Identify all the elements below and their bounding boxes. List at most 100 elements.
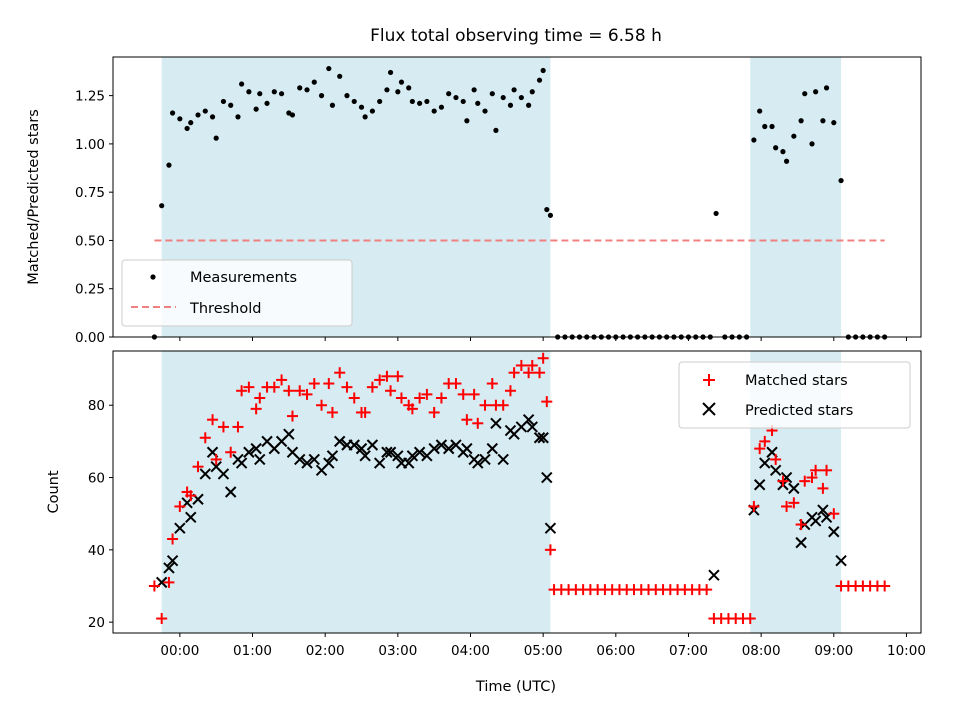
matched-star-point <box>508 367 520 379</box>
measurement-point <box>544 206 550 213</box>
measurements-legend-marker <box>150 274 156 280</box>
measurement-point <box>406 85 412 91</box>
matched-star-point <box>323 378 335 390</box>
matched-star-point <box>366 381 378 393</box>
matched-star-point <box>243 381 255 393</box>
measurement-point <box>540 67 546 74</box>
matched-star-point <box>207 414 219 426</box>
measurement-point <box>409 98 415 105</box>
predicted-star-point <box>795 536 807 549</box>
bottom-y-tick-label: 80 <box>88 398 105 414</box>
matched-star-point <box>385 385 397 397</box>
measurement-point <box>235 114 241 120</box>
measurement-point <box>536 77 543 83</box>
predicted-star-point <box>163 562 175 574</box>
bottom-y-tick-label: 60 <box>88 471 105 487</box>
measurement-point <box>762 123 768 130</box>
top-legend-box <box>121 259 353 327</box>
measurement-point <box>202 108 208 114</box>
matched-star-point <box>806 472 818 484</box>
top-y-ticks: 0.00 0.25 0.50 0.75 1.00 1.25 <box>75 89 113 346</box>
predicted-star-point <box>479 453 491 466</box>
matched-star-point <box>185 490 197 502</box>
matched-star-point <box>326 406 338 418</box>
measurement-point <box>318 93 325 99</box>
measurement-point <box>489 91 495 97</box>
matched-star-point <box>254 392 266 404</box>
matched-star-point <box>759 435 771 447</box>
predicted-star-point <box>294 453 306 466</box>
predicted-star-point <box>472 457 484 469</box>
matched-star-point <box>163 576 175 588</box>
chart-title: Flux total observing time = 6.58 h <box>370 26 662 46</box>
measurement-point <box>184 125 190 132</box>
matched-star-point <box>486 378 498 390</box>
measurement-point <box>239 81 245 87</box>
matched-star-point <box>199 432 211 444</box>
measurement-point <box>446 91 452 97</box>
matched-star-point <box>210 453 222 465</box>
top-y-tick-label: 0.50 <box>75 233 105 249</box>
measurement-point <box>159 203 165 209</box>
measurement-point <box>213 135 219 141</box>
measurement-point <box>188 120 194 126</box>
measurement-point <box>195 112 201 118</box>
measurement-point <box>471 87 477 93</box>
matched-star-point <box>450 378 462 390</box>
matched-star-point <box>268 381 280 393</box>
top-y-tick-label: 0.75 <box>75 185 105 201</box>
predicted-star-point <box>828 526 840 538</box>
top-legend: Measurements Threshold <box>121 259 353 327</box>
bottom-x-tick-label: 05:00 <box>524 643 563 659</box>
measurement-point <box>424 98 430 105</box>
measurement-point <box>529 89 535 95</box>
top-y-tick-label: 0.00 <box>75 330 105 346</box>
bottom-x-tick-label: 00:00 <box>160 643 199 659</box>
matched-star-point <box>799 475 811 487</box>
measurement-point <box>713 210 719 217</box>
matched-star-point <box>777 475 789 487</box>
predicted-star-point <box>174 522 186 534</box>
predicted-star-point <box>199 468 211 480</box>
top-plot-frame <box>112 56 922 338</box>
matched-star-point <box>821 464 833 476</box>
matched-star-point <box>754 443 766 455</box>
measurement-point <box>526 102 532 108</box>
measurement-point <box>311 79 317 85</box>
predicted-star-point <box>250 442 262 455</box>
measurement-point <box>395 89 401 95</box>
matched-star-point <box>348 392 360 404</box>
matched-star-point <box>334 367 346 379</box>
predicted-star-point <box>435 439 448 451</box>
matched-star-point <box>359 406 371 418</box>
measurement-point <box>460 98 466 105</box>
predicted-star-point <box>753 479 766 491</box>
bottom-legend: Matched stars Predicted stars <box>678 361 911 429</box>
measurement-point <box>297 85 303 91</box>
measurement-point <box>838 177 844 184</box>
matched-star-point <box>515 359 527 371</box>
measurement-point <box>337 73 343 79</box>
matched-star-point <box>828 508 840 520</box>
measurement-point <box>482 108 488 114</box>
matched-star-point <box>301 388 313 400</box>
measurement-point <box>271 89 277 95</box>
predicted-star-point <box>403 457 415 469</box>
measurement-point <box>246 89 252 95</box>
predicted-star-point <box>243 446 255 458</box>
measurement-point <box>351 98 357 105</box>
bottom-x-tick-label: 04:00 <box>451 643 490 659</box>
top-x-ticks <box>179 337 907 341</box>
matched-star-point <box>526 359 538 371</box>
measurement-point <box>453 94 459 101</box>
matched-star-point <box>225 446 237 458</box>
bottom-x-tick-label: 07:00 <box>669 643 708 659</box>
measurement-point <box>177 116 183 122</box>
measurement-point <box>511 87 517 93</box>
measurements-series <box>151 65 888 340</box>
measurement-point <box>493 127 499 133</box>
measurement-point <box>464 118 470 124</box>
matched-star-point <box>504 385 516 397</box>
matched-star-point <box>461 414 473 426</box>
